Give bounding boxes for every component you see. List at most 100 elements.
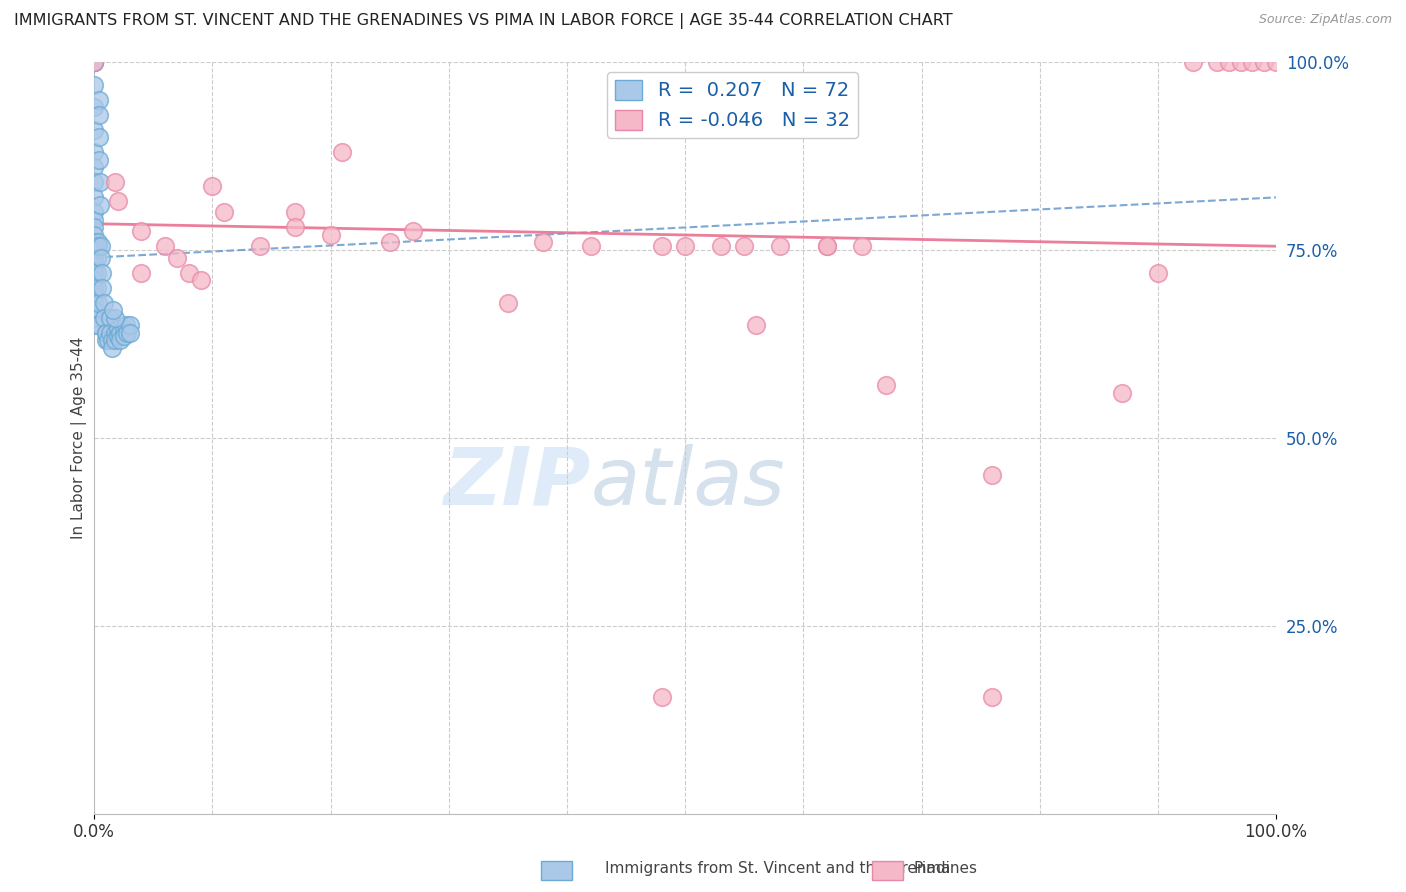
Point	[87, 295, 110, 310]
Point	[83, 205, 105, 219]
Point	[579, 239, 602, 253]
Point	[1241, 55, 1264, 70]
Point	[83, 288, 105, 302]
Point	[104, 310, 127, 325]
Point	[86, 251, 108, 265]
Point	[83, 161, 105, 175]
Point	[101, 341, 124, 355]
Point	[87, 93, 110, 107]
Point	[531, 235, 554, 250]
Point	[83, 145, 105, 160]
Point	[83, 258, 105, 272]
Point	[83, 55, 105, 70]
Point	[87, 130, 110, 145]
Point	[91, 266, 114, 280]
Point	[94, 333, 117, 347]
Point	[86, 280, 108, 294]
Text: Immigrants from St. Vincent and the Grenadines: Immigrants from St. Vincent and the Gren…	[605, 861, 977, 876]
Point	[83, 190, 105, 204]
Point	[94, 326, 117, 340]
Point	[89, 175, 111, 189]
Point	[378, 235, 401, 250]
Point	[91, 280, 114, 294]
Point	[1218, 55, 1240, 70]
Point	[93, 310, 115, 325]
Point	[90, 239, 112, 253]
Legend: R =  0.207   N = 72, R = -0.046   N = 32: R = 0.207 N = 72, R = -0.046 N = 32	[607, 72, 858, 138]
Point	[733, 239, 755, 253]
Point	[131, 224, 153, 238]
Point	[1147, 266, 1170, 280]
Point	[112, 329, 135, 343]
Point	[118, 318, 141, 333]
Point	[87, 153, 110, 167]
Point	[83, 55, 105, 70]
Point	[83, 78, 105, 92]
Point	[1229, 55, 1251, 70]
Point	[83, 122, 105, 136]
Point	[97, 333, 120, 347]
Point	[104, 326, 127, 340]
Point	[83, 295, 105, 310]
Point	[108, 333, 131, 347]
Point	[83, 55, 105, 70]
Point	[117, 326, 139, 340]
Text: Pima: Pima	[914, 861, 952, 876]
Point	[83, 235, 105, 250]
Point	[118, 326, 141, 340]
Point	[875, 378, 897, 392]
Point	[83, 227, 105, 242]
Point	[190, 273, 212, 287]
Point	[101, 303, 124, 318]
Point	[201, 179, 224, 194]
Y-axis label: In Labor Force | Age 35-44: In Labor Force | Age 35-44	[72, 336, 87, 539]
Point	[745, 318, 768, 333]
Point	[212, 205, 235, 219]
Point	[107, 194, 129, 209]
Point	[83, 55, 105, 70]
Point	[83, 310, 105, 325]
Point	[83, 100, 105, 114]
Point	[83, 251, 105, 265]
Point	[851, 239, 873, 253]
Point	[815, 239, 838, 253]
Point	[87, 318, 110, 333]
Point	[94, 326, 117, 340]
Point	[98, 326, 121, 340]
Point	[87, 235, 110, 250]
Point	[90, 251, 112, 265]
Point	[981, 468, 1004, 483]
Point	[1182, 55, 1205, 70]
Point	[1253, 55, 1275, 70]
Point	[87, 239, 110, 253]
Point	[1265, 55, 1288, 70]
Point	[83, 55, 105, 70]
Text: ZIP: ZIP	[443, 444, 591, 522]
Point	[83, 280, 105, 294]
Point	[496, 295, 519, 310]
Point	[104, 175, 127, 189]
Point	[815, 239, 838, 253]
Point	[673, 239, 696, 253]
Point	[981, 690, 1004, 705]
Point	[83, 55, 105, 70]
Point	[98, 310, 121, 325]
Point	[650, 239, 672, 253]
Point	[101, 333, 124, 347]
Point	[83, 175, 105, 189]
Point	[769, 239, 792, 253]
Point	[86, 239, 108, 253]
Point	[83, 239, 105, 253]
Point	[108, 326, 131, 340]
Point	[87, 108, 110, 122]
Point	[284, 205, 307, 219]
Point	[710, 239, 733, 253]
Point	[1111, 385, 1133, 400]
Point	[83, 273, 105, 287]
Point	[83, 318, 105, 333]
Point	[104, 333, 127, 347]
Point	[83, 246, 105, 260]
Point	[83, 213, 105, 227]
Point	[93, 295, 115, 310]
Point	[153, 239, 176, 253]
